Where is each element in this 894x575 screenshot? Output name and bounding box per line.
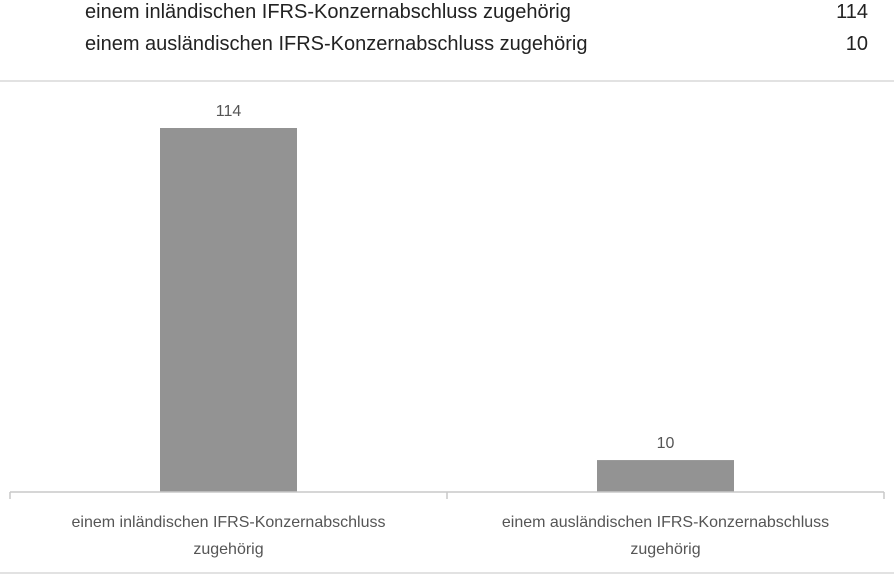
plot-area: 114 einem inländischen IFRS-Konzernabschl… (9, 103, 885, 558)
data-label: 10 (657, 435, 675, 452)
category-label: zugehörig (193, 541, 263, 558)
category-label: einem ausländischen IFRS-Konzernabschlus… (502, 514, 829, 531)
summary-row-value: 10 (845, 33, 868, 55)
summary-row: einem ausländischen IFRS-Konzernabschlus… (0, 28, 894, 60)
summary-row: einem inländischen IFRS-Konzernabschluss… (0, 0, 894, 28)
summary-row-label: einem ausländischen IFRS-Konzernabschlus… (85, 33, 588, 55)
bar (160, 128, 297, 492)
category-label: zugehörig (630, 541, 700, 558)
bar-chart: 114 einem inländischen IFRS-Konzernabschl… (0, 80, 894, 574)
data-label: 114 (216, 103, 242, 120)
summary-row-label: einem inländischen IFRS-Konzernabschluss… (85, 1, 571, 23)
category-label: einem inländischen IFRS-Konzernabschluss (72, 514, 386, 531)
summary-row-value: 114 (836, 1, 868, 23)
bar (597, 460, 734, 492)
